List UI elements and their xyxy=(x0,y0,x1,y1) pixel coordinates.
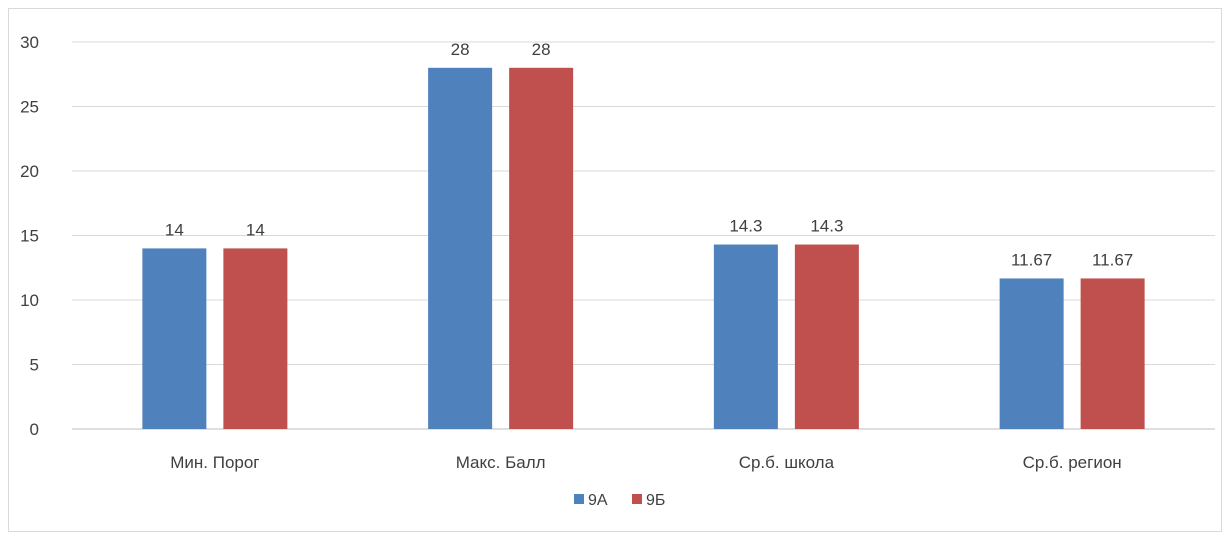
data-label: 28 xyxy=(532,40,551,59)
legend-label: 9Б xyxy=(646,492,665,509)
bar-series-2 xyxy=(509,67,574,430)
category-label: Макс. Балл xyxy=(456,453,546,472)
data-labels: 14 14 28 28 14.3 14.3 11.67 11.67 xyxy=(165,40,1133,270)
bar-series-2 xyxy=(1080,278,1145,429)
data-label: 28 xyxy=(451,40,470,59)
y-tick-label: 5 xyxy=(30,356,39,375)
data-label: 14.3 xyxy=(729,217,762,236)
y-tick-label: 0 xyxy=(30,420,39,439)
bar-series-1 xyxy=(713,244,778,429)
y-tick-label: 10 xyxy=(20,291,39,310)
bars xyxy=(142,67,1145,430)
bar-series-1 xyxy=(142,248,207,429)
bar-series-2 xyxy=(794,244,859,429)
y-tick-label: 30 xyxy=(20,33,39,52)
data-label: 11.67 xyxy=(1011,250,1052,269)
y-tick-label: 20 xyxy=(20,162,39,181)
category-label: Мин. Порог xyxy=(170,453,259,472)
legend-swatch xyxy=(574,494,584,504)
data-label: 14.3 xyxy=(810,217,843,236)
y-axis-ticks: 0 5 10 15 20 25 30 xyxy=(20,33,39,439)
data-label: 11.67 xyxy=(1092,250,1133,269)
bar-series-1 xyxy=(999,278,1064,429)
legend-label: 9А xyxy=(588,492,608,509)
legend: 9А 9Б xyxy=(574,492,665,509)
bar-series-2 xyxy=(223,248,288,429)
bar-series-1 xyxy=(428,67,493,430)
y-tick-label: 15 xyxy=(20,227,39,246)
data-label: 14 xyxy=(165,220,184,239)
legend-swatch xyxy=(632,494,642,504)
category-label: Ср.б. школа xyxy=(739,453,835,472)
data-label: 14 xyxy=(246,220,265,239)
y-tick-label: 25 xyxy=(20,98,39,117)
category-labels: Мин. Порог Макс. Балл Ср.б. школа Ср.б. рег… xyxy=(170,453,1121,472)
category-label: Ср.б. регион xyxy=(1023,453,1122,472)
chart-frame: 0 5 10 15 20 25 30 14 14 28 28 14.3 14.3 11.67 11.67 … xyxy=(8,8,1222,532)
